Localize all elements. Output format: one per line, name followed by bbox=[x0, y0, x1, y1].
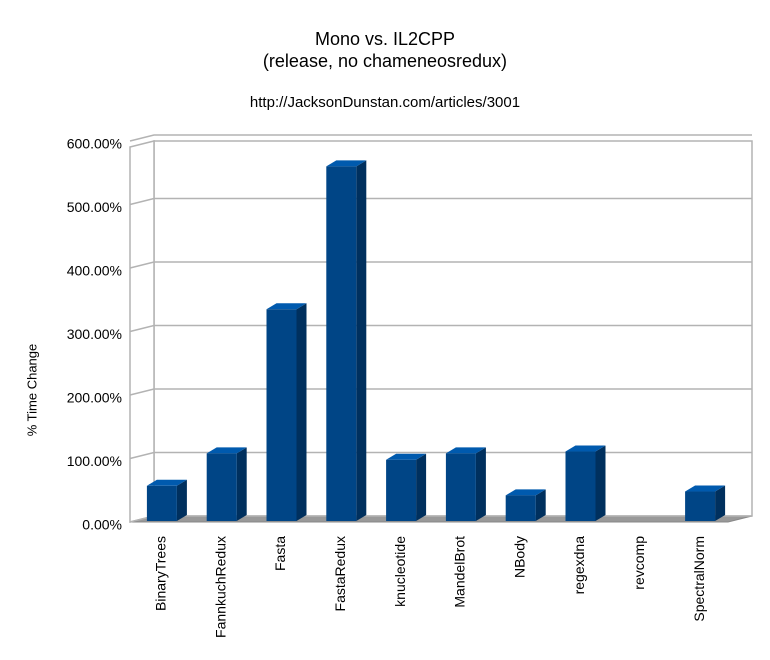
x-tick-label: regexdna bbox=[571, 536, 587, 595]
x-tick-label: knucleotide bbox=[392, 536, 408, 607]
bar bbox=[386, 459, 417, 521]
y-tick-label: 100.00% bbox=[67, 453, 122, 469]
grid-line bbox=[129, 451, 752, 460]
chart-subtitle: (release, no chameneosredux) bbox=[263, 51, 507, 71]
y-tick-label: 300.00% bbox=[67, 326, 122, 342]
bar-top bbox=[386, 453, 427, 460]
x-tick-label: revcomp bbox=[631, 536, 647, 590]
bar-top bbox=[505, 489, 546, 496]
x-tick-label: FannkuchRedux bbox=[212, 536, 228, 638]
bar-top bbox=[146, 479, 187, 486]
bar-side bbox=[715, 485, 726, 521]
bar-top bbox=[445, 447, 486, 454]
bar-side bbox=[416, 453, 427, 521]
x-tick-label: NBody bbox=[511, 536, 527, 578]
bar-side bbox=[176, 479, 187, 521]
x-tick-label: SpectralNorm bbox=[691, 536, 707, 622]
bar-top bbox=[565, 445, 606, 452]
bar-top bbox=[685, 485, 726, 492]
bar-side bbox=[595, 445, 606, 521]
bar bbox=[326, 166, 357, 521]
grid-line bbox=[129, 388, 752, 396]
bar bbox=[565, 451, 596, 521]
y-axis-label: % Time Change bbox=[24, 344, 39, 437]
x-tick-label: FastaRedux bbox=[332, 536, 348, 611]
bar-side bbox=[535, 489, 546, 521]
left-wall bbox=[129, 140, 155, 523]
bar bbox=[505, 495, 536, 521]
bar-top bbox=[326, 160, 367, 167]
x-tick-label: BinaryTrees bbox=[153, 536, 169, 611]
y-tick-label: 400.00% bbox=[67, 263, 122, 279]
x-tick-label: MandelBrot bbox=[452, 536, 468, 608]
y-tick-label: 600.00% bbox=[67, 136, 122, 152]
bar bbox=[266, 309, 297, 521]
grid-line bbox=[129, 197, 752, 206]
y-tick-label: 200.00% bbox=[67, 390, 122, 406]
grid-line bbox=[129, 324, 752, 333]
grid-line bbox=[129, 134, 752, 142]
bar-side bbox=[296, 303, 307, 521]
chart-source: http://JacksonDunstan.com/articles/3001 bbox=[250, 94, 520, 111]
bar-top bbox=[206, 447, 247, 454]
bar bbox=[445, 453, 476, 521]
x-tick-label: Fasta bbox=[272, 536, 288, 571]
y-tick-label: 0.00% bbox=[82, 517, 122, 533]
grid-line bbox=[129, 261, 752, 269]
bar bbox=[206, 453, 237, 521]
bar bbox=[146, 485, 177, 521]
bar-side bbox=[475, 447, 486, 521]
y-tick-label: 500.00% bbox=[67, 199, 122, 215]
chart-title: Mono vs. IL2CPP bbox=[315, 29, 455, 49]
bar-side bbox=[236, 447, 247, 521]
bar bbox=[685, 491, 716, 521]
bar-side bbox=[356, 160, 367, 521]
bar-top bbox=[266, 303, 307, 310]
